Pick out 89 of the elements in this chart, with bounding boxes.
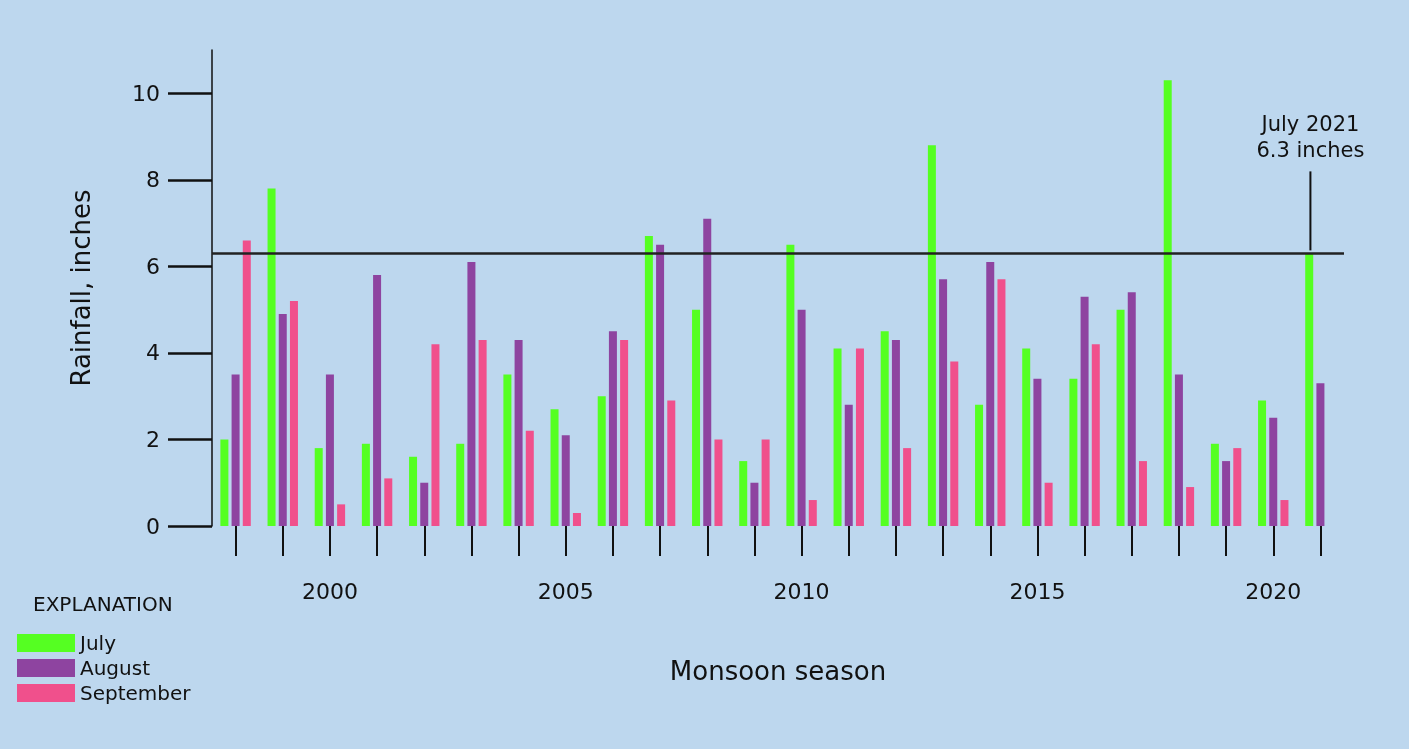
bar: [467, 262, 476, 526]
bar: [1305, 253, 1314, 526]
bar: [478, 339, 487, 526]
bar: [550, 409, 559, 526]
bar: [1069, 378, 1078, 526]
bar: [337, 504, 346, 526]
bar: [1186, 487, 1195, 526]
y-tick-label: 10: [132, 80, 160, 106]
x-tick-label: 2005: [537, 578, 594, 604]
bar: [880, 331, 889, 526]
bar: [361, 443, 370, 526]
bar: [1222, 461, 1231, 526]
bar: [1127, 292, 1136, 526]
bar: [833, 348, 842, 526]
bar: [373, 275, 382, 526]
x-tick-label: 2015: [1009, 578, 1066, 604]
bar: [797, 309, 806, 526]
y-axis-title: Rainfall, inches: [66, 189, 96, 387]
y-tick-label: 4: [146, 340, 160, 366]
bar: [561, 435, 570, 526]
bar: [714, 439, 723, 526]
bar: [1022, 348, 1031, 526]
x-tick-label: 2010: [773, 578, 830, 604]
bar: [608, 331, 617, 526]
bar: [420, 482, 429, 526]
bar: [597, 396, 606, 526]
bar: [289, 300, 298, 526]
bar: [939, 279, 948, 526]
bar: [1269, 417, 1278, 526]
bar: [503, 374, 512, 526]
bar: [1233, 448, 1242, 526]
bar: [739, 461, 748, 526]
bar: [514, 339, 523, 526]
bar: [891, 339, 900, 526]
bar: [808, 500, 817, 526]
legend-label: September: [80, 681, 192, 705]
y-tick-label: 6: [146, 253, 160, 279]
bar: [950, 361, 959, 526]
legend-label: July: [78, 631, 117, 655]
bar: [525, 430, 534, 526]
legend-label: August: [80, 656, 151, 680]
bar: [1210, 443, 1219, 526]
x-tick-label: 2020: [1245, 578, 1302, 604]
y-tick-label: 8: [146, 167, 160, 193]
bar: [644, 236, 653, 526]
bar: [231, 374, 240, 526]
x-axis-title: Monsoon season: [669, 656, 887, 686]
bar: [786, 244, 795, 526]
bar: [703, 218, 712, 526]
bar: [1138, 461, 1147, 526]
bar: [1258, 400, 1267, 526]
bar: [456, 443, 465, 526]
bar: [1091, 344, 1100, 526]
bar: [1044, 482, 1053, 526]
y-tick-label: 0: [146, 513, 160, 539]
bar: [903, 448, 912, 526]
bar: [267, 188, 276, 526]
bar: [1080, 296, 1089, 526]
bar: [667, 400, 676, 526]
bar: [844, 404, 853, 526]
bar: [855, 348, 864, 526]
bar: [409, 456, 418, 526]
bar: [927, 145, 936, 526]
bar: [997, 279, 1006, 526]
annotation: July 2021 6.3 inches: [1256, 112, 1365, 163]
x-tick-label: 2000: [301, 578, 358, 604]
y-tick-label: 2: [146, 426, 160, 452]
bar: [620, 339, 629, 526]
bar: [1280, 500, 1289, 526]
bar: [761, 439, 770, 526]
bar: [750, 482, 759, 526]
bar: [325, 374, 334, 526]
bar: [572, 513, 581, 526]
bar: [1316, 383, 1325, 526]
bar: [656, 244, 665, 526]
bar: [314, 448, 323, 526]
bar: [975, 404, 984, 526]
bar: [1163, 80, 1172, 526]
bar: [220, 439, 229, 526]
bar: [1033, 378, 1042, 526]
bar: [1174, 374, 1183, 526]
bar: [431, 344, 440, 526]
bar: [384, 478, 393, 526]
bar: [692, 309, 701, 526]
bar: [986, 262, 995, 526]
bar: [1116, 309, 1125, 526]
bar: [242, 240, 251, 526]
bar: [278, 313, 287, 526]
legend-title: EXPLANATION: [33, 592, 173, 616]
